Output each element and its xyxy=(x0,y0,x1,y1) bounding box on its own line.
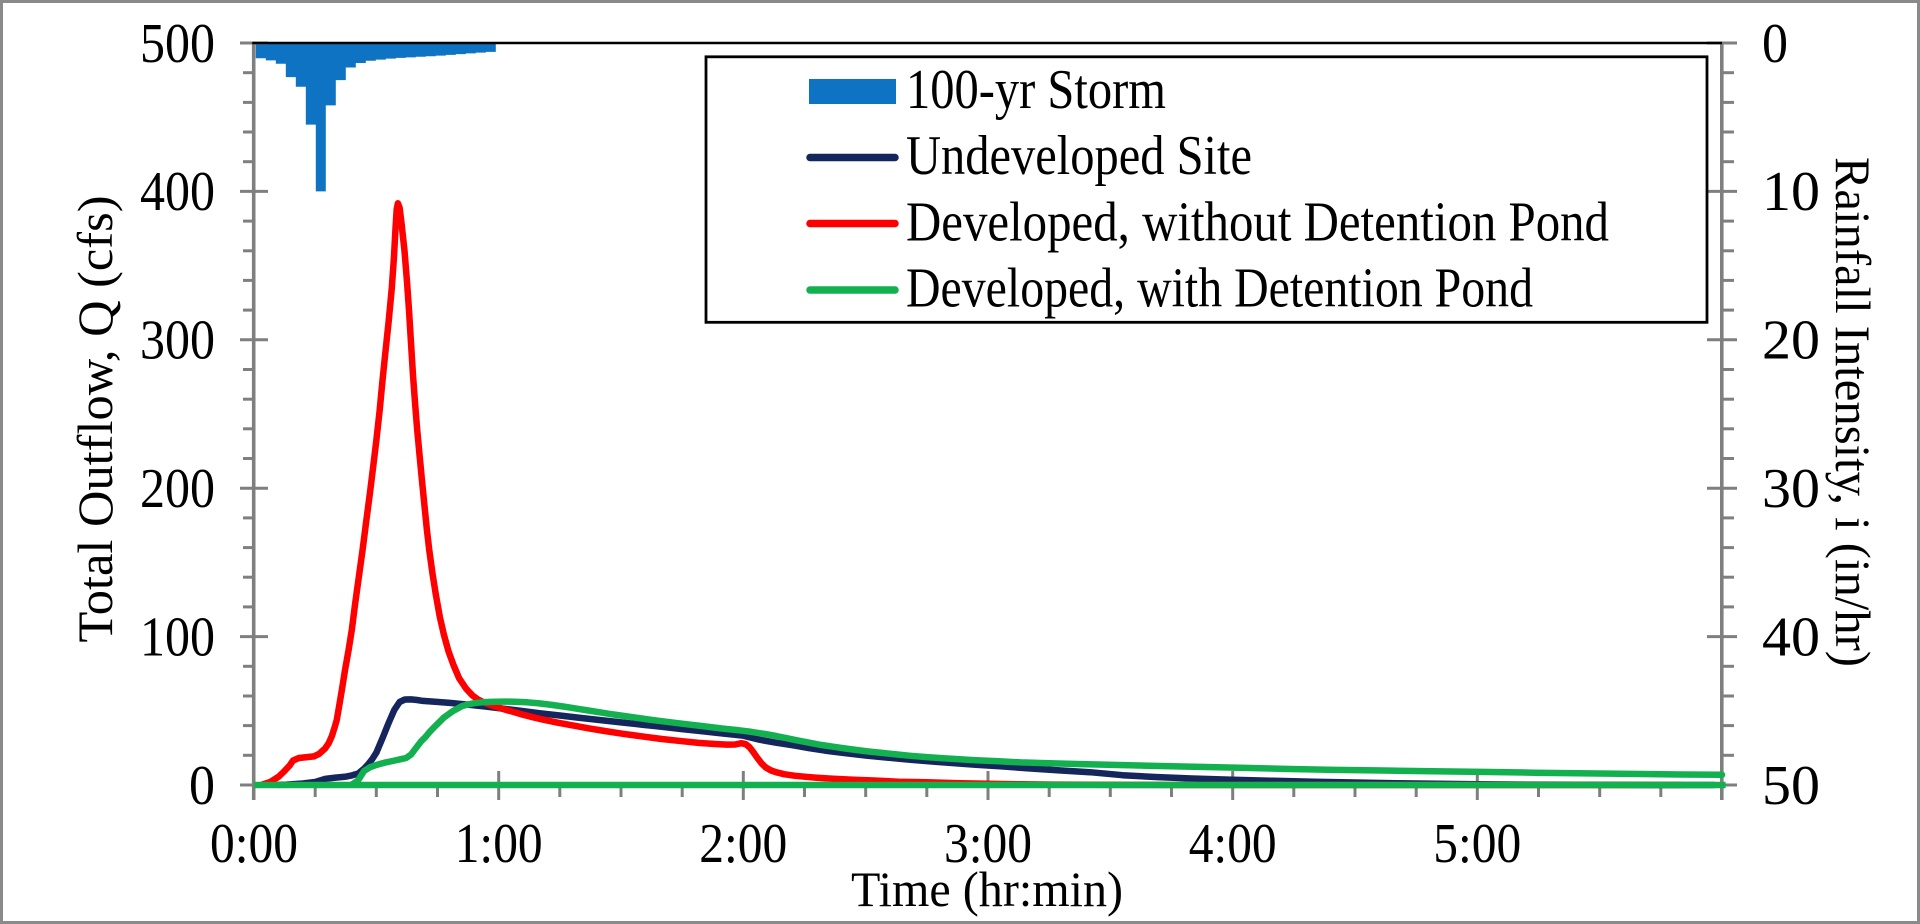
svg-text:3:00: 3:00 xyxy=(944,813,1032,875)
svg-text:500: 500 xyxy=(140,13,215,75)
svg-text:100: 100 xyxy=(140,606,215,668)
svg-text:10: 10 xyxy=(1762,161,1820,223)
svg-text:1:00: 1:00 xyxy=(455,813,543,875)
svg-text:400: 400 xyxy=(140,161,215,223)
svg-text:Time (hr:min): Time (hr:min) xyxy=(851,861,1123,917)
svg-text:200: 200 xyxy=(140,458,215,520)
svg-text:Developed, with Detention Pond: Developed, with Detention Pond xyxy=(906,258,1533,320)
svg-text:4:00: 4:00 xyxy=(1189,813,1277,875)
svg-text:30: 30 xyxy=(1762,458,1820,520)
svg-text:50: 50 xyxy=(1762,755,1820,817)
svg-text:0:00: 0:00 xyxy=(210,813,298,875)
svg-text:0: 0 xyxy=(1762,13,1788,75)
svg-text:0: 0 xyxy=(189,755,215,817)
svg-text:40: 40 xyxy=(1762,606,1820,668)
svg-text:300: 300 xyxy=(140,310,215,372)
svg-text:2:00: 2:00 xyxy=(699,813,787,875)
svg-text:Undeveloped Site: Undeveloped Site xyxy=(906,125,1252,187)
svg-text:Total Outflow, Q (cfs): Total Outflow, Q (cfs) xyxy=(67,195,123,642)
svg-text:5:00: 5:00 xyxy=(1433,813,1521,875)
svg-text:Developed, without Detention P: Developed, without Detention Pond xyxy=(906,192,1609,254)
svg-text:Rainfall Intensity, i (in/hr): Rainfall Intensity, i (in/hr) xyxy=(1825,157,1881,667)
svg-text:100-yr Storm: 100-yr Storm xyxy=(906,59,1166,121)
svg-text:20: 20 xyxy=(1762,310,1820,372)
